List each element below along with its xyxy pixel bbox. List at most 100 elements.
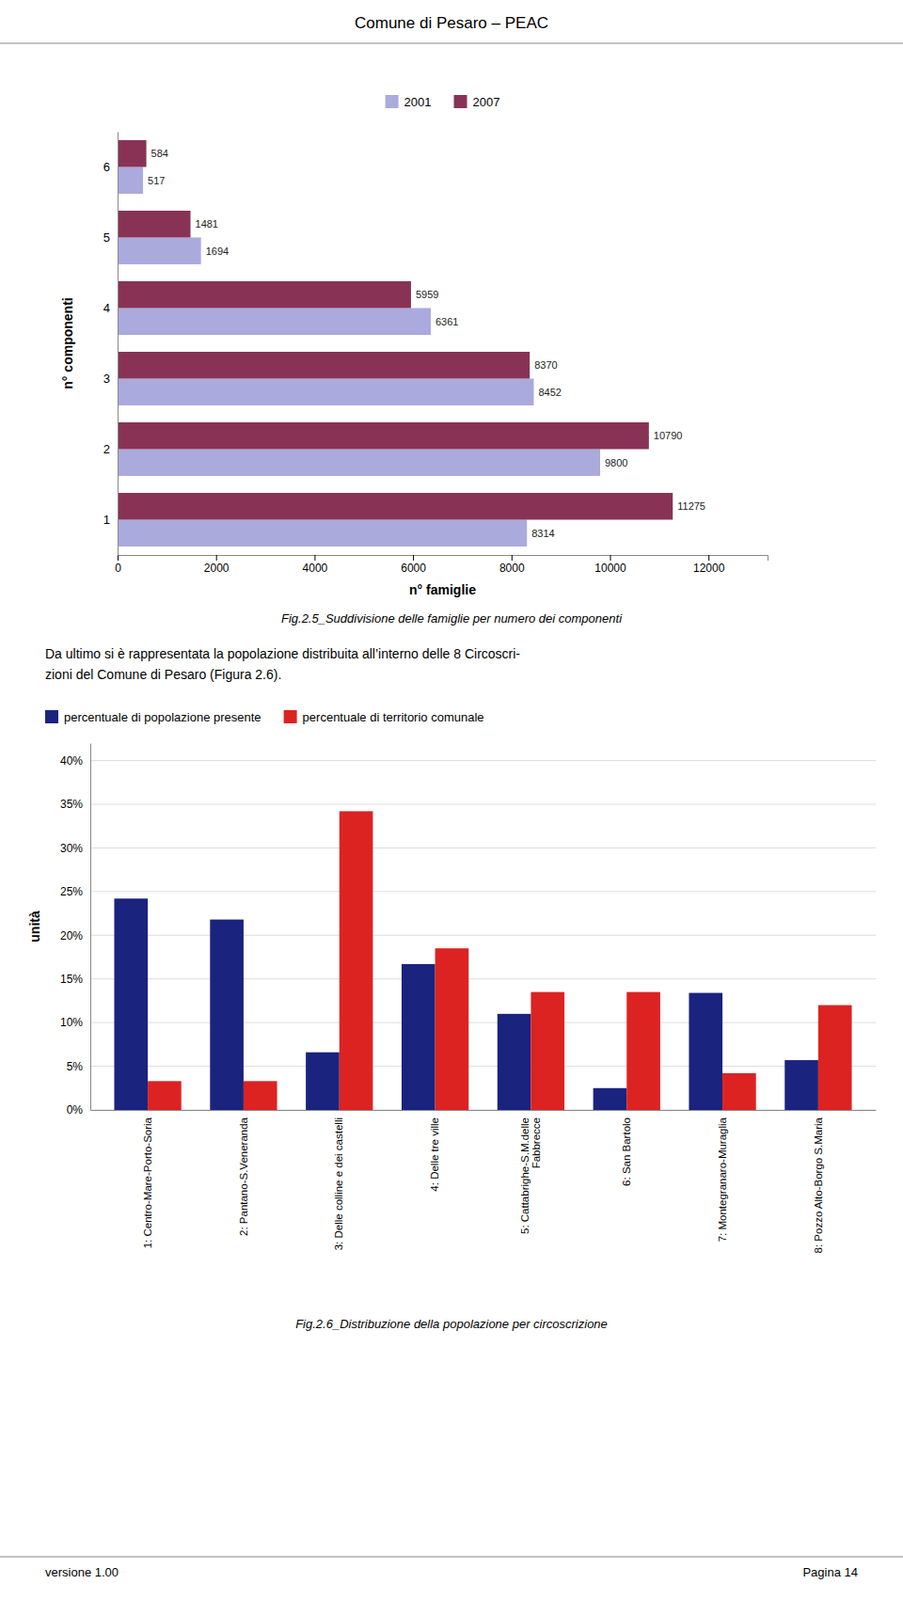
legend-swatch <box>454 95 468 109</box>
bar <box>435 948 470 1110</box>
tick: 6 <box>103 159 118 175</box>
tick: 0 <box>114 554 122 575</box>
caption: Fig.2.6_Distribuzione della popolazione … <box>295 1316 608 1331</box>
grid-line <box>90 760 876 761</box>
tick-label-line: 5 <box>103 230 111 245</box>
data-label: 10790 <box>653 429 683 442</box>
bar <box>117 449 601 477</box>
text-line: Da ultimo si è rappresentata la popolazi… <box>45 646 521 662</box>
bar <box>117 379 534 407</box>
bar <box>117 308 431 336</box>
tick-line <box>314 554 316 561</box>
series <box>113 898 818 1110</box>
data-label: 517 <box>147 174 165 187</box>
tick-label-line: 2: Pantano-S.Veneranda <box>237 1116 250 1236</box>
legend-item: 2007 <box>454 95 501 110</box>
footer-text: versione 1.00 <box>45 1565 119 1580</box>
grid-line <box>90 1065 876 1067</box>
tick-label-line: 4 <box>103 301 111 316</box>
tick-label-line: 3: Delle colline e dei castelli <box>332 1117 345 1251</box>
tick-label: 0% <box>66 1103 84 1117</box>
tick-label-line: 6 <box>103 159 111 175</box>
tick: 12000 <box>693 554 726 575</box>
bar <box>305 1052 340 1110</box>
tick-label: 8: Pozzo Alto-Borgo S.Maria <box>812 1116 824 1253</box>
legend-swatch <box>385 95 399 109</box>
data-label: 8314 <box>531 527 555 539</box>
tick: 8: Pozzo Alto-Borgo S.Maria <box>812 1109 824 1253</box>
grid-line <box>90 890 876 892</box>
tick-label: 5: Cattabrighe-S.M.delleFabbrecce <box>519 1117 543 1235</box>
tick: 25% <box>60 885 91 899</box>
grid-line <box>90 847 876 849</box>
grid-line <box>90 1109 876 1111</box>
bar <box>243 1080 278 1110</box>
tick: 5% <box>66 1060 91 1074</box>
legend-label: percentuale di territorio comunale <box>302 710 485 725</box>
page-title: Comune di Pesaro – PEAC <box>354 14 549 32</box>
bar <box>401 964 436 1110</box>
tick-label-line: 2 <box>103 442 111 457</box>
tick-label-line: 1 <box>103 512 111 527</box>
tick: 4 <box>103 301 118 316</box>
bar <box>117 140 147 168</box>
bars <box>117 140 673 547</box>
tick: 30% <box>60 841 91 856</box>
tick-label-line: 7: Montegranaro-Muraglia <box>716 1116 729 1242</box>
tick-label: 4 <box>103 301 111 316</box>
tick: 6000 <box>400 554 427 575</box>
tick-label-line: 1: Centro-Mare-Porto-Soria <box>142 1116 154 1249</box>
tick-label: 10% <box>60 1015 83 1030</box>
series <box>117 140 673 521</box>
tick-label-line: 5: Cattabrighe-S.M.delle <box>519 1117 531 1235</box>
bar <box>339 810 374 1110</box>
bar <box>784 1060 819 1110</box>
bar <box>117 492 673 521</box>
tick: 2: Pantano-S.Veneranda <box>237 1109 250 1236</box>
grid-line <box>90 934 876 936</box>
data-label: 1481 <box>195 218 219 230</box>
legend: percentuale di popolazione presenteperce… <box>45 710 485 725</box>
tick: 7: Montegranaro-Muraglia <box>716 1109 729 1242</box>
tick-label: 8000 <box>499 561 525 575</box>
tick: 20% <box>60 929 91 943</box>
chart: 8314980084526361169451711275107908370595… <box>60 132 769 599</box>
series <box>117 167 601 548</box>
bar <box>688 993 723 1110</box>
tick-label: 25% <box>60 885 83 899</box>
chart: 0%5%10%15%20%25%30%35%40%1: Centro-Mare-… <box>27 744 877 1254</box>
bar <box>593 1088 628 1110</box>
tick: 1: Centro-Mare-Porto-Soria <box>142 1109 154 1249</box>
bar <box>117 281 412 309</box>
data-labels: 8314980084526361169451711275107908370595… <box>147 147 706 539</box>
page: Comune di Pesaro – PEAC Da ultimo si è ra… <box>0 0 903 1600</box>
tick-label: 0 <box>114 561 122 575</box>
bar <box>117 210 191 238</box>
tick-label: 1: Centro-Mare-Porto-Soria <box>142 1116 154 1249</box>
tick-label: 10000 <box>594 561 627 575</box>
bar <box>117 351 530 380</box>
data-label: 9800 <box>604 457 628 469</box>
tick-label-line: 4: Delle tre ville <box>428 1117 441 1192</box>
legend-label: 2007 <box>473 95 501 110</box>
x-axis: 1: Centro-Mare-Porto-Soria 2: Pantano-S.V… <box>91 1109 877 1253</box>
tick-line <box>216 554 218 561</box>
series <box>147 810 852 1110</box>
tick-label: 20% <box>60 929 83 943</box>
data-label: 8452 <box>538 386 561 398</box>
tick-label: 2 <box>103 442 111 457</box>
tick: 40% <box>60 754 91 768</box>
tick: 3: Delle colline e dei castelli <box>332 1109 345 1251</box>
footer-text: Pagina 14 <box>802 1565 858 1580</box>
tick-label: 7: Montegranaro-Muraglia <box>716 1116 729 1242</box>
caption: Fig.2.5_Suddivisione delle famiglie per … <box>281 611 623 626</box>
legend-item: 2001 <box>385 95 432 110</box>
tick: 2 <box>103 442 118 457</box>
tick: 10% <box>60 1015 91 1030</box>
tick: 5 <box>103 230 118 245</box>
bar <box>626 992 661 1110</box>
tick-label: 15% <box>60 972 83 986</box>
legend-swatch <box>45 710 59 724</box>
grid <box>90 760 876 1110</box>
tick-label-line: Fabbrecce <box>530 1117 542 1169</box>
